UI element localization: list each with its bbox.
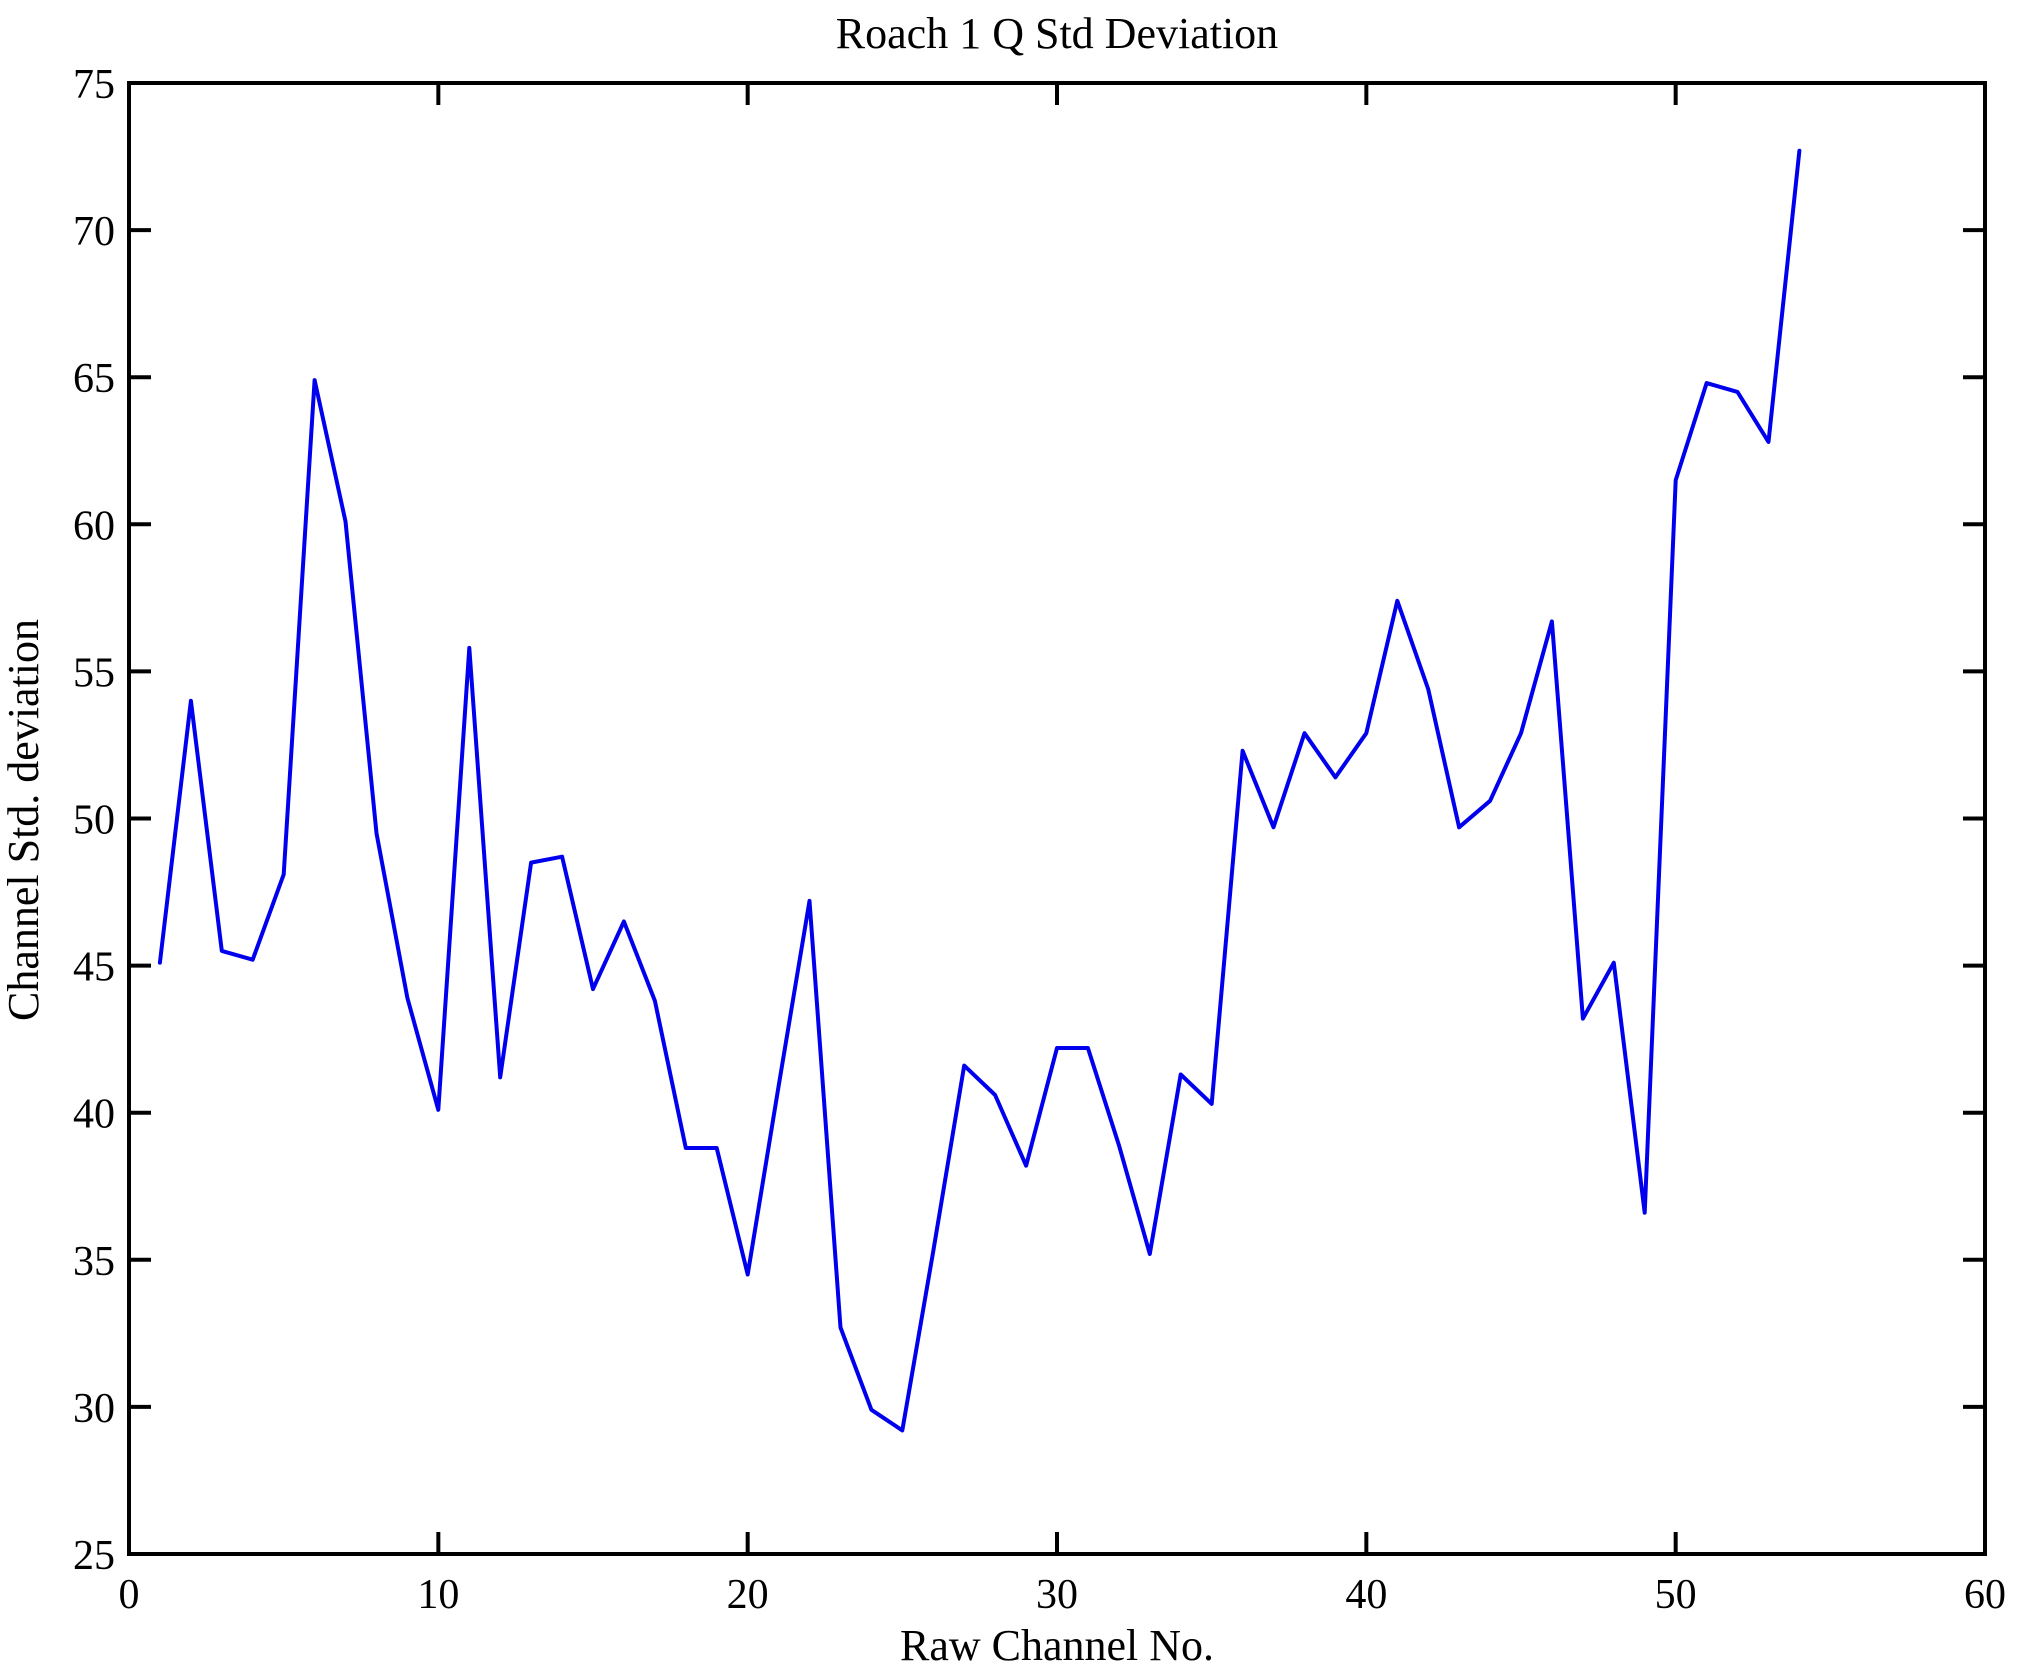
y-tick-label: 65 [73, 356, 115, 402]
y-tick-label: 60 [73, 503, 115, 549]
y-tick-label: 30 [73, 1386, 115, 1432]
plot-border [127, 81, 1987, 1556]
y-tick-label: 35 [73, 1239, 115, 1285]
y-tick-label: 50 [73, 798, 115, 844]
series-line [157, 148, 1802, 1433]
x-tick-label: 30 [1036, 1572, 1078, 1618]
y-axis-ticks: 25 30 35 40 45 50 55 60 65 70 75 [73, 62, 1985, 1579]
chart-title: Roach 1 Q Std Deviation [836, 9, 1278, 58]
x-tick-label: 0 [119, 1572, 140, 1618]
y-tick-label: 40 [73, 1092, 115, 1138]
x-axis-label: Raw Channel No. [900, 1621, 1214, 1670]
x-tick-label: 50 [1655, 1572, 1697, 1618]
x-tick-label: 60 [1964, 1572, 2006, 1618]
x-axis-ticks: 0 10 20 30 40 50 60 [119, 83, 2006, 1618]
x-tick-label: 20 [727, 1572, 769, 1618]
plot-box [127, 81, 1987, 1556]
y-tick-label: 55 [73, 650, 115, 696]
y-tick-label: 45 [73, 945, 115, 991]
y-tick-label: 25 [73, 1533, 115, 1579]
x-tick-label: 40 [1345, 1572, 1387, 1618]
y-tick-label: 70 [73, 209, 115, 255]
data-series [157, 148, 1802, 1433]
y-tick-label: 75 [73, 62, 115, 108]
x-tick-label: 10 [417, 1572, 459, 1618]
y-axis-label: Channel Std. deviation [0, 619, 48, 1021]
